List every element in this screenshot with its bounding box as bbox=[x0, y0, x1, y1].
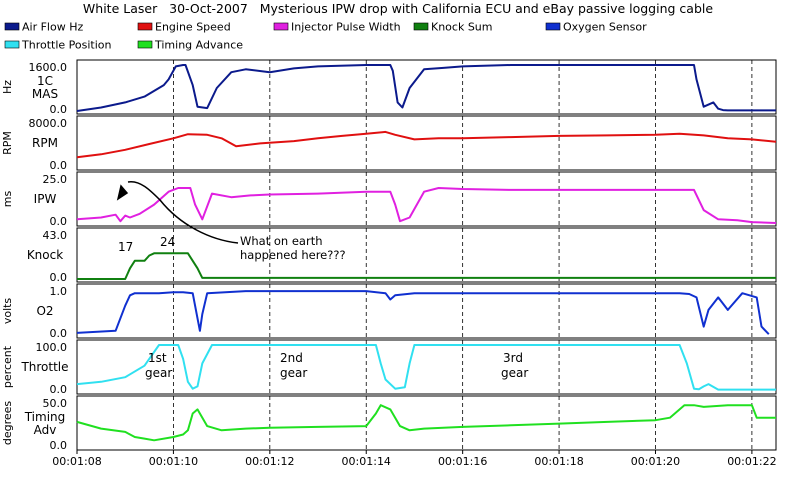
series-line-throttle-0 bbox=[76, 344, 776, 391]
panel-ipw: 25.0 0.0 ms IPW bbox=[1, 171, 777, 228]
unit-label-airflow: Hz bbox=[1, 80, 14, 94]
gear3-label-line-2: gear bbox=[501, 366, 528, 380]
ytick-top-throttle: 100.0 bbox=[36, 341, 68, 354]
ytick-bottom-throttle: 0.0 bbox=[50, 383, 68, 396]
series-line-rpm-0 bbox=[76, 130, 777, 159]
legend-label-2: Injector Pulse Width bbox=[291, 21, 401, 34]
panel-frame-ipw bbox=[76, 171, 777, 227]
gear3-label-line-1: 3rd bbox=[503, 351, 523, 365]
callout-arrowhead bbox=[116, 184, 129, 201]
series-name-o2-0: O2 bbox=[36, 304, 53, 318]
legend-label-3: Knock Sum bbox=[431, 21, 493, 34]
ytick-top-o2: 1.0 bbox=[50, 285, 68, 298]
unit-label-rpm: RPM bbox=[1, 131, 14, 155]
series-name-rpm-0: RPM bbox=[32, 136, 58, 150]
knock-label-17: 17 bbox=[118, 240, 133, 254]
gear1-label-line-2: gear bbox=[145, 366, 172, 380]
xtick-label-2: 00:01:12 bbox=[245, 455, 294, 468]
panel-throttle: 100.0 0.0 percent Throttle bbox=[1, 339, 777, 396]
xtick-label-5: 00:01:18 bbox=[534, 455, 583, 468]
callout-line bbox=[127, 181, 239, 244]
series-name-airflow-1: MAS bbox=[32, 87, 58, 101]
unit-label-timing: degrees bbox=[1, 401, 14, 446]
gear2-label-line-1: 2nd bbox=[280, 351, 303, 365]
legend-label-5: Throttle Position bbox=[21, 39, 112, 52]
xtick-label-3: 00:01:14 bbox=[342, 455, 391, 468]
callout-text-line-2: happened here??? bbox=[240, 248, 346, 262]
panel-frame-knock bbox=[76, 227, 777, 283]
series-line-airflow-0 bbox=[76, 64, 776, 112]
ytick-top-ipw: 25.0 bbox=[43, 173, 68, 186]
panel-rpm: 8000.0 0.0 RPM RPM bbox=[1, 115, 777, 172]
series-line-timing-0 bbox=[76, 404, 776, 442]
legend-label-6: Timing Advance bbox=[154, 39, 243, 52]
chart-title: White Laser 30-Oct-2007 Mysterious IPW d… bbox=[82, 1, 714, 16]
xtick-label-0: 00:01:08 bbox=[52, 455, 101, 468]
ytick-bottom-timing: 0.0 bbox=[50, 439, 68, 452]
legend-swatch-1 bbox=[137, 22, 153, 31]
ytick-bottom-airflow: 0.0 bbox=[50, 103, 68, 116]
xtick-label-1: 00:01:10 bbox=[149, 455, 198, 468]
legend-swatch-5 bbox=[4, 40, 20, 49]
gear1-label-line-1: 1st bbox=[148, 351, 167, 365]
legend-label-4: Oxygen Sensor bbox=[563, 21, 647, 34]
legend-swatch-0 bbox=[4, 22, 20, 31]
legend-swatch-2 bbox=[273, 22, 289, 31]
legend-label-0: Air Flow Hz bbox=[22, 21, 83, 34]
ytick-bottom-o2: 0.0 bbox=[50, 327, 68, 340]
xtick-label-4: 00:01:16 bbox=[438, 455, 487, 468]
legend-label-1: Engine Speed bbox=[155, 21, 231, 34]
xtick-label-6: 00:01:20 bbox=[631, 455, 680, 468]
unit-label-ipw: ms bbox=[1, 191, 14, 208]
panel-frame-throttle bbox=[76, 339, 777, 395]
ytick-top-knock: 43.0 bbox=[43, 229, 68, 242]
legend-swatch-3 bbox=[413, 22, 429, 31]
ytick-bottom-knock: 0.0 bbox=[50, 271, 68, 284]
unit-label-throttle: percent bbox=[1, 345, 14, 388]
unit-label-o2: volts bbox=[1, 298, 14, 325]
legend-swatch-4 bbox=[545, 22, 561, 31]
ytick-top-timing: 50.0 bbox=[43, 397, 68, 410]
series-name-airflow-0: 1C bbox=[37, 74, 53, 88]
series-name-knock-0: Knock bbox=[27, 248, 63, 262]
panel-knock: 43.0 0.0 Knock bbox=[27, 227, 777, 284]
panel-o2: 1.0 0.0 volts O2 bbox=[1, 283, 777, 340]
ytick-top-airflow: 1600.0 bbox=[29, 61, 68, 74]
series-line-o2-0 bbox=[76, 290, 770, 335]
ytick-bottom-ipw: 0.0 bbox=[50, 215, 68, 228]
legend-swatch-6 bbox=[137, 40, 153, 49]
panel-frame-rpm bbox=[76, 115, 777, 171]
series-name-ipw-0: IPW bbox=[34, 192, 57, 206]
knock-label-24: 24 bbox=[160, 235, 175, 249]
gear2-label-line-2: gear bbox=[280, 366, 307, 380]
callout-text-line-1: What on earth bbox=[240, 234, 323, 248]
series-name-timing-1: Adv bbox=[34, 423, 57, 437]
series-name-throttle-0: Throttle bbox=[20, 360, 68, 374]
series-line-knock-0 bbox=[77, 252, 776, 280]
panel-frame-timing bbox=[76, 395, 777, 451]
series-line-ipw-0 bbox=[76, 187, 777, 224]
ytick-top-rpm: 8000.0 bbox=[29, 117, 68, 130]
series-name-timing-0: Timing bbox=[24, 410, 66, 424]
ytick-bottom-rpm: 0.0 bbox=[50, 159, 68, 172]
panel-frame-airflow bbox=[76, 59, 777, 115]
xtick-label-7: 00:01:22 bbox=[727, 455, 776, 468]
